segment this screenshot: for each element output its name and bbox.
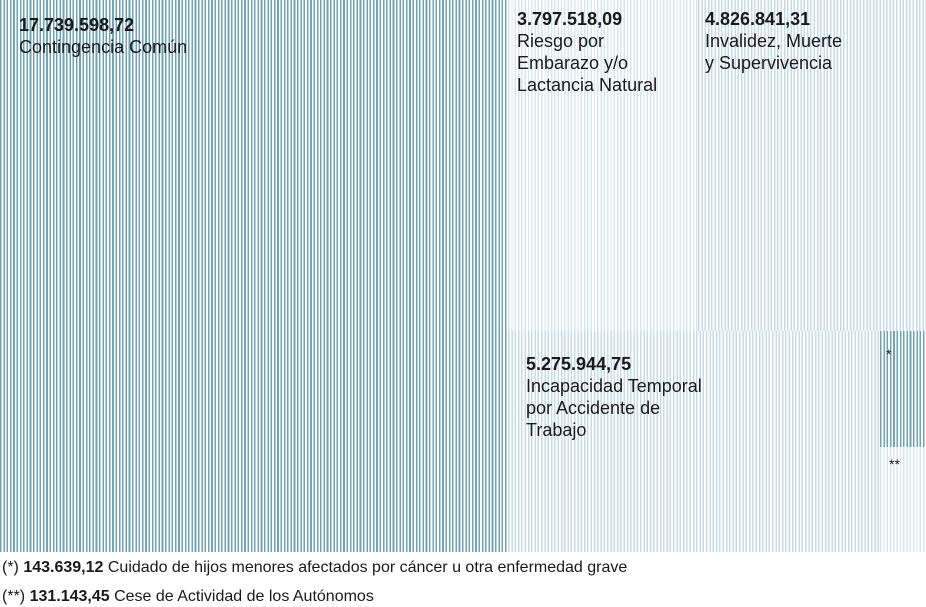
footnote-1-marker: (*)	[2, 559, 19, 576]
tile-incapacidad-temporal	[508, 331, 880, 552]
footnote-1-text: Cuidado de hijos menores afectados por c…	[107, 559, 628, 576]
label-riesgo-embarazo: 3.797.518,09 Riesgo por Embarazo y/o Lac…	[517, 8, 657, 96]
name-contingencia-comun: Contingencia Común	[19, 37, 188, 57]
name-invalidez-line1: Invalidez, Muerte	[705, 31, 843, 51]
tile-cuidado-hijos	[880, 331, 926, 447]
tile-invalidez	[698, 0, 926, 331]
treemap-chart: 17.739.598,72 Contingencia Común 3.797.5…	[0, 0, 926, 552]
tile-riesgo-embarazo	[508, 0, 698, 331]
footnote-2-value: 131.143,45	[29, 588, 110, 605]
value-contingencia-comun: 17.739.598,72	[19, 15, 135, 35]
name-riesgo-embarazo-line1: Riesgo por	[517, 31, 605, 51]
marker-cuidado-hijos: *	[886, 346, 892, 362]
footnote-2-text: Cese de Actividad de los Autónomos	[114, 588, 374, 605]
tile-contingencia-comun	[0, 0, 508, 552]
marker-cese-actividad: **	[889, 456, 900, 472]
name-incapacidad-line2: por Accidente de	[526, 398, 661, 418]
label-invalidez: 4.826.841,31 Invalidez, Muerte y Supervi…	[705, 8, 842, 74]
label-incapacidad-temporal: 5.275.944,75 Incapacidad Temporal por Ac…	[526, 353, 702, 441]
footnote-2: (**) 131.143,45 Cese de Actividad de los…	[2, 587, 374, 607]
name-incapacidad-line1: Incapacidad Temporal	[526, 376, 702, 396]
name-riesgo-embarazo-line3: Lactancia Natural	[517, 75, 658, 95]
name-riesgo-embarazo-line2: Embarazo y/o	[517, 53, 629, 73]
value-riesgo-embarazo: 3.797.518,09	[517, 9, 623, 29]
label-contingencia-comun: 17.739.598,72 Contingencia Común	[19, 14, 187, 58]
name-invalidez-line2: y Supervivencia	[705, 53, 833, 73]
value-incapacidad-temporal: 5.275.944,75	[526, 354, 632, 374]
footnote-1-value: 143.639,12	[23, 559, 104, 576]
footnote-2-marker: (**)	[2, 588, 26, 605]
footnote-1: (*) 143.639,12 Cuidado de hijos menores …	[2, 558, 627, 578]
value-invalidez: 4.826.841,31	[705, 9, 811, 29]
tile-cese-actividad	[880, 447, 926, 552]
name-incapacidad-line3: Trabajo	[526, 420, 587, 440]
